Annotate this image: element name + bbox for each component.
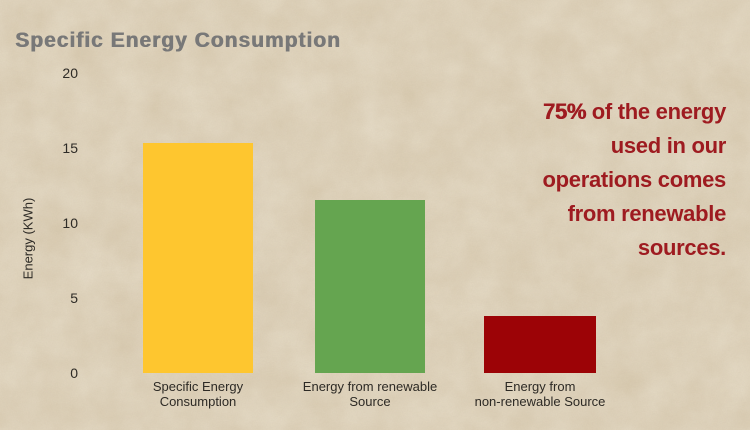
bar-energy-renewable-source <box>315 200 425 373</box>
y-tick-5: 5 <box>70 290 78 306</box>
bar-energy-non-renewable-source <box>484 316 596 373</box>
category-label-line: non-renewable Source <box>474 394 606 409</box>
chart-title: Specific Energy Consumption <box>15 29 341 52</box>
annotation-line: operations comes <box>542 167 727 192</box>
bar-specific-energy-consumption <box>143 143 253 373</box>
y-axis-label: Energy (KWh) <box>20 197 36 280</box>
y-tick-10: 10 <box>62 215 78 231</box>
category-label-renewable: Energy from renewable Source <box>285 379 455 409</box>
category-label-line: Specific Energy <box>152 379 244 394</box>
y-tick-0: 0 <box>70 365 78 381</box>
annotation-text: 75% of the energy used in our operations… <box>542 95 727 265</box>
y-tick-20: 20 <box>62 65 78 81</box>
category-label-line: Energy from renewable <box>302 379 438 394</box>
category-label-non-renewable: Energy from non-renewable Source <box>455 379 625 409</box>
annotation-line: from renewable <box>567 201 727 226</box>
annotation-line: 75% of the energy <box>543 95 726 129</box>
annotation-line: used in our <box>610 133 727 158</box>
category-label-line: Source <box>349 394 391 409</box>
annotation-line-rest: of the energy <box>585 99 727 124</box>
y-tick-15: 15 <box>62 140 78 156</box>
category-label-line: Energy from <box>504 379 576 394</box>
annotation-line: sources. <box>637 235 726 260</box>
annotation-percentage: 75% <box>542 99 586 124</box>
category-label-specific-energy: Specific Energy Consumption <box>113 379 283 409</box>
category-label-line: Consumption <box>159 394 237 409</box>
